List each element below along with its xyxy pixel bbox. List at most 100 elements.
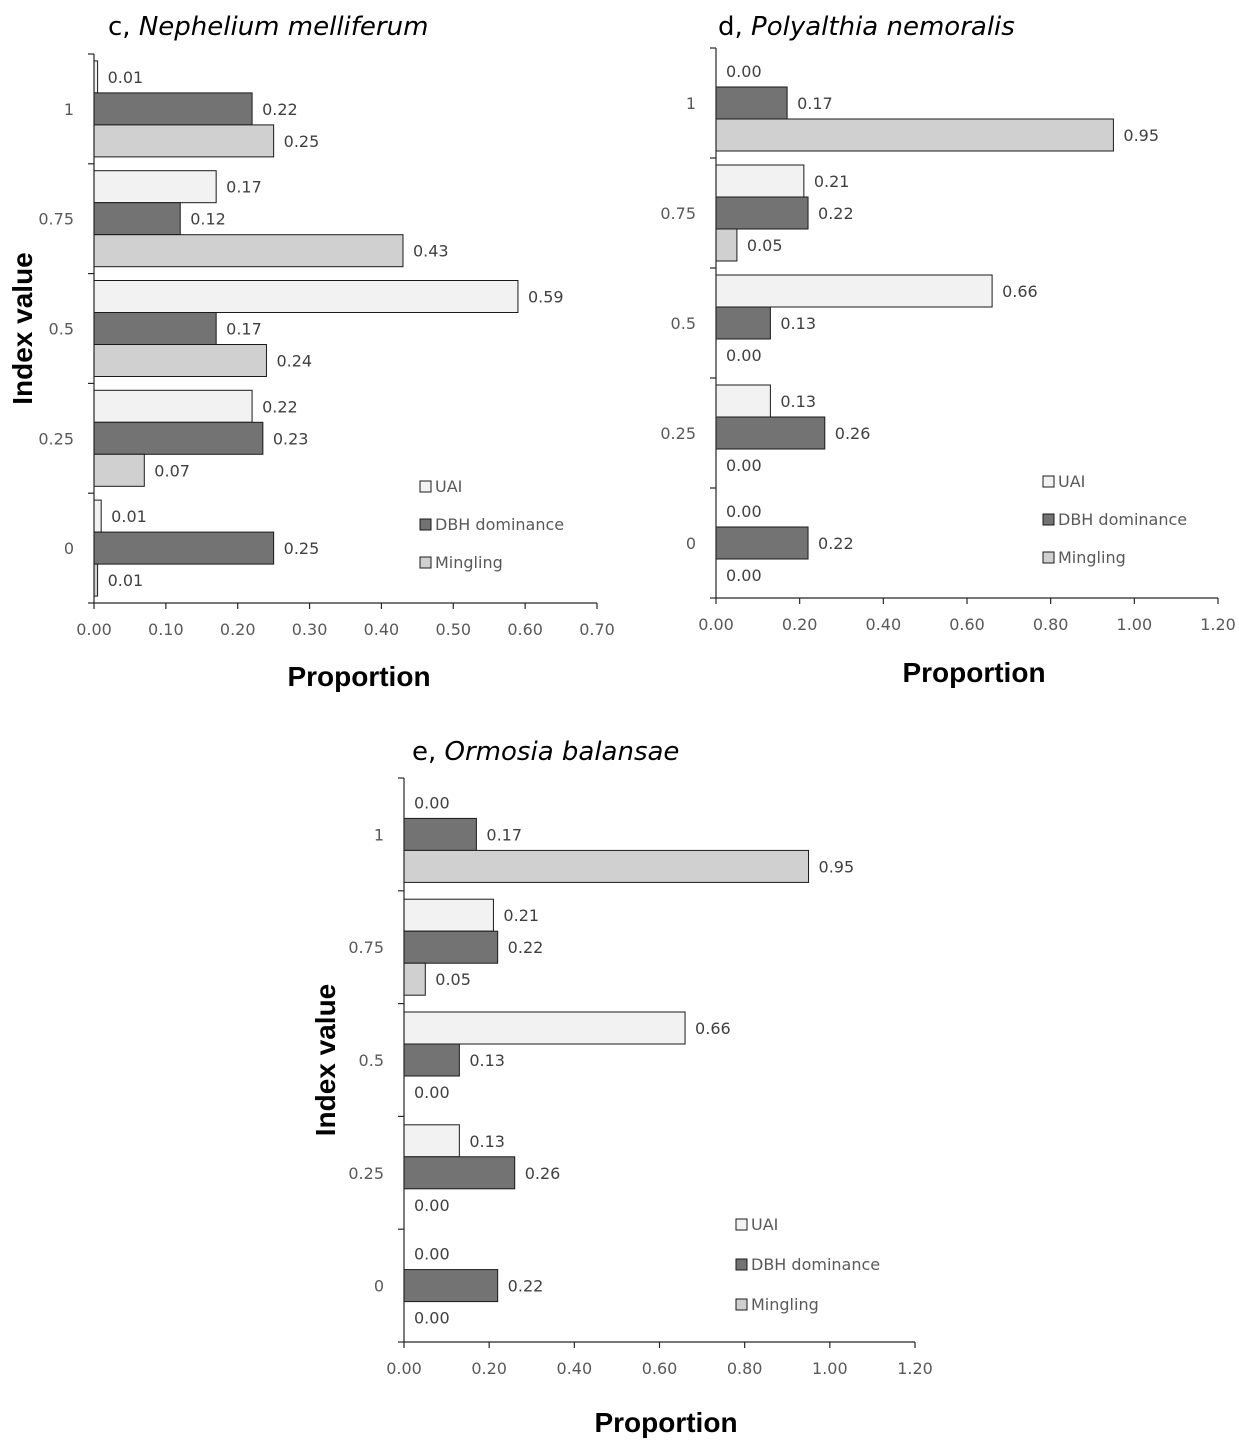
data-label: 0.26 (835, 424, 871, 443)
y-tick-label: 1 (64, 100, 74, 119)
legend-swatch (1042, 513, 1055, 526)
legend-label: Mingling (751, 1295, 819, 1314)
chart-title-species: Polyalthia nemoralis (751, 12, 1015, 42)
data-label: 0.13 (780, 314, 816, 333)
data-label: 0.23 (273, 429, 309, 448)
data-label: 0.00 (726, 502, 762, 521)
y-tick-label: 0.5 (671, 314, 696, 333)
x-tick-label: 0.60 (949, 615, 985, 634)
data-label: 0.00 (414, 793, 450, 812)
legend-swatch (735, 1298, 748, 1311)
bar-uai-0.25 (403, 1124, 460, 1158)
chart-title: d, Polyalthia nemoralis (718, 12, 1015, 42)
legend: UAI DBH dominance Mingling (419, 477, 564, 572)
legend-swatch (419, 556, 432, 569)
legend-label: UAI (751, 1215, 778, 1234)
y-tick-label: 0.25 (660, 424, 696, 443)
data-label: 0.22 (508, 938, 544, 957)
y-tick-label: 0.75 (348, 938, 384, 957)
x-tick-label: 0.60 (507, 620, 543, 639)
x-tick-label: 1.20 (897, 1359, 933, 1378)
bar-mingling-1 (403, 849, 810, 883)
bar-dbh-dominance-0 (93, 531, 275, 565)
bar-mingling-0.75 (403, 962, 426, 996)
data-label: 0.13 (469, 1132, 505, 1151)
chart-title-prefix: c, (108, 12, 139, 42)
data-label: 0.17 (486, 825, 522, 844)
data-label: 0.12 (190, 210, 226, 229)
legend-label: Mingling (435, 553, 503, 572)
x-tick-label: 0.00 (76, 620, 112, 639)
legend-swatch (1042, 475, 1055, 488)
data-label: 0.59 (528, 288, 564, 307)
bar-mingling-0.25 (93, 453, 145, 487)
data-label: 0.13 (780, 392, 816, 411)
data-label: 0.05 (435, 970, 471, 989)
x-tick-label: 1.20 (1200, 615, 1236, 634)
y-tick-label: 0.25 (38, 429, 74, 448)
bar-dbh-dominance-0.75 (715, 196, 809, 230)
bar-uai-0.5 (93, 280, 519, 313)
bar-dbh-dominance-0.5 (403, 1043, 460, 1077)
data-label: 0.21 (503, 906, 539, 925)
legend-swatch (419, 518, 432, 531)
chart-panel-c: c, Nephelium melliferum 0.01 0.22 0.25 1 0.17… (7, 12, 615, 692)
y-tick-label: 0.75 (38, 210, 74, 229)
data-label: 0.26 (525, 1164, 561, 1183)
data-label: 0.00 (726, 346, 762, 365)
data-label: 0.00 (726, 456, 762, 475)
x-tick-label: 1.00 (812, 1359, 848, 1378)
x-tick-label: 0.10 (148, 620, 184, 639)
y-axis-title: Index value (310, 984, 341, 1137)
legend-swatch (419, 480, 432, 493)
legend-label: DBH dominance (1058, 510, 1187, 529)
bar-dbh-dominance-0.5 (715, 306, 771, 340)
data-label: 0.95 (1123, 126, 1159, 145)
bar-uai-0 (93, 499, 102, 533)
data-label: 0.00 (414, 1309, 450, 1328)
x-axis-title: Proportion (594, 1407, 737, 1438)
x-tick-label: 0.60 (642, 1359, 678, 1378)
bar-uai-0.75 (715, 164, 805, 198)
legend-swatch (1042, 551, 1055, 564)
data-label: 0.22 (818, 204, 854, 223)
legend-label: DBH dominance (435, 515, 564, 534)
chart-title-prefix: e, (412, 737, 445, 767)
x-tick-label: 0.80 (727, 1359, 763, 1378)
chart-title-prefix: d, (718, 12, 751, 42)
x-axis-title: Proportion (287, 661, 430, 692)
y-tick-label: 0.75 (660, 204, 696, 223)
data-label: 0.21 (814, 172, 850, 191)
bar-mingling-0.5 (93, 344, 267, 377)
bar-uai-0.25 (93, 389, 253, 423)
y-tick-label: 0 (64, 539, 74, 558)
data-label: 0.01 (111, 507, 147, 526)
data-label: 0.22 (262, 397, 298, 416)
data-label: 0.00 (726, 62, 762, 81)
bar-dbh-dominance-0.25 (403, 1156, 516, 1190)
chart-panel-e: e, Ormosia balansae 0.00 0.17 0.95 1 0.21 0.22… (310, 737, 933, 1438)
y-tick-label: 0 (374, 1277, 384, 1296)
x-tick-label: 0.40 (557, 1359, 593, 1378)
bar-dbh-dominance-0 (715, 526, 809, 560)
legend-label: Mingling (1058, 548, 1126, 567)
data-label: 0.24 (276, 352, 312, 371)
data-label: 0.22 (508, 1277, 544, 1296)
bar-mingling-0.75 (715, 228, 738, 262)
y-tick-label: 0.5 (359, 1051, 384, 1070)
x-tick-label: 0.30 (292, 620, 328, 639)
data-label: 0.66 (695, 1019, 731, 1038)
chart-title: c, Nephelium melliferum (108, 12, 428, 42)
x-tick-label: 1.00 (1117, 615, 1153, 634)
bar-dbh-dominance-0 (403, 1269, 499, 1303)
x-tick-label: 0.20 (471, 1359, 507, 1378)
data-label: 0.01 (108, 571, 144, 590)
x-tick-label: 0.50 (435, 620, 471, 639)
bar-mingling-0.75 (93, 234, 404, 268)
bar-uai-0.75 (93, 170, 217, 204)
data-label: 0.00 (414, 1196, 450, 1215)
bar-uai-0.25 (715, 384, 771, 418)
data-label: 0.05 (747, 236, 783, 255)
y-tick-label: 1 (374, 825, 384, 844)
